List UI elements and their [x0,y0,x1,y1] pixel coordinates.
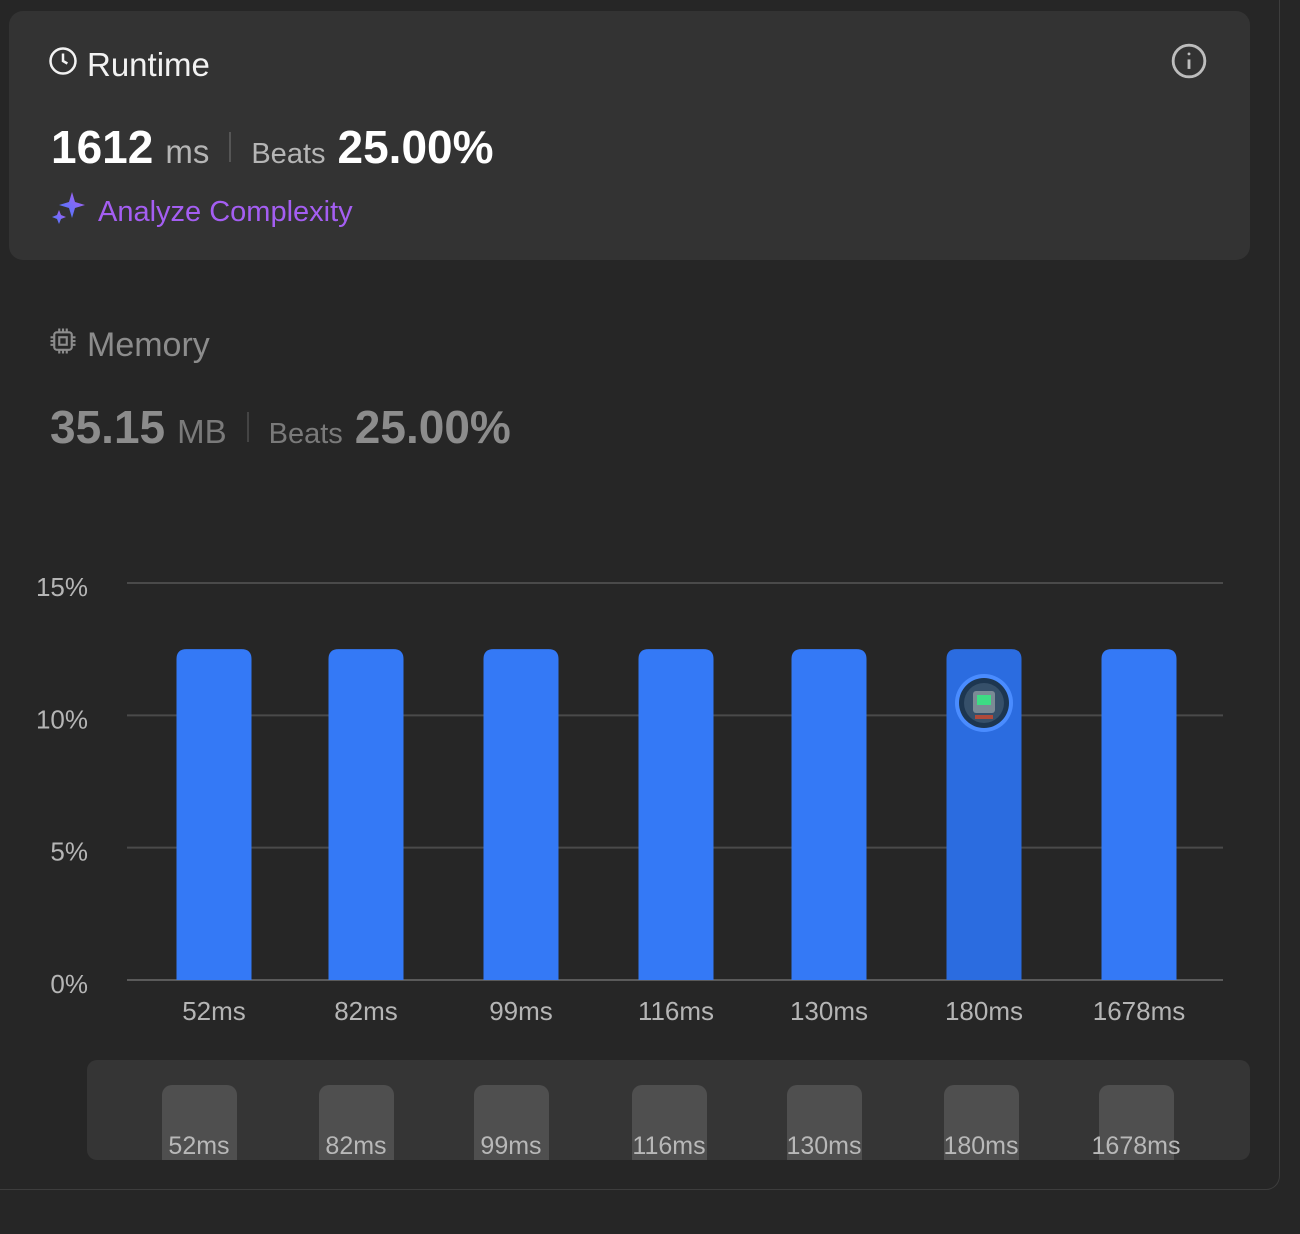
mini-bar [162,1085,237,1160]
x-tick-label: 99ms [489,996,553,1026]
clock-icon [48,46,78,84]
divider [246,412,249,442]
runtime-title: Runtime [48,46,210,84]
y-tick-label: 15% [36,572,88,602]
mini-bar [319,1085,394,1160]
user-avatar-marker[interactable] [955,674,1013,732]
bar-130ms[interactable] [791,649,867,980]
memory-unit: MB [177,413,227,450]
bar-82ms[interactable] [328,649,404,980]
runtime-beats-label: Beats [251,138,326,170]
mini-bar [787,1085,862,1160]
mini-bar [1099,1085,1174,1160]
analyze-complexity-label: Analyze Complexity [98,195,353,228]
runtime-beats-value: 25.00% [337,121,494,173]
mini-label: 116ms [632,1132,706,1160]
x-tick-label: 82ms [334,996,398,1026]
runtime-title-label: Runtime [87,46,210,83]
bar-116ms[interactable] [638,649,714,980]
mini-bar [632,1085,707,1160]
mini-label: 180ms [943,1132,1019,1160]
divider [229,132,232,162]
memory-title-label: Memory [87,326,210,364]
runtime-distribution-chart: 0% 5% 10% 15% 52ms 82ms 99ms 116ms 130ms 180ms 167… [36,572,1223,1026]
runtime-stats: 1612 ms Beats 25.00% [51,120,494,174]
x-tick-label: 180ms [945,996,1023,1026]
chip-icon [48,326,78,365]
x-tick-label: 52ms [182,996,246,1026]
runtime-card[interactable] [9,11,1250,260]
mini-bar [944,1085,1019,1160]
bar-180ms[interactable] [946,649,1022,980]
memory-value: 35.15 [50,401,166,453]
mini-label: 99ms [480,1132,542,1160]
x-tick-label: 1678ms [1093,996,1186,1026]
y-tick-label: 10% [36,704,88,734]
analyze-complexity-button[interactable]: Analyze Complexity [50,190,353,234]
memory-beats-label: Beats [268,418,343,450]
memory-stats: 35.15 MB Beats 25.00% [50,400,511,454]
x-tick-label: 130ms [790,996,868,1026]
y-tick-label: 0% [50,969,88,999]
bar-1678ms[interactable] [1101,649,1177,980]
mini-label: 1678ms [1091,1132,1181,1160]
memory-beats-value: 25.00% [354,401,511,453]
bar-52ms[interactable] [176,649,252,980]
x-tick-label: 116ms [638,996,714,1026]
submission-panel [0,0,1280,1190]
sparkle-icon [50,190,86,234]
y-tick-label: 5% [50,837,88,867]
range-selector[interactable]: 52ms 82ms 99ms 116ms 130ms 180ms 1678ms [87,1060,1250,1160]
mini-label: 52ms [168,1132,230,1160]
runtime-unit: ms [165,133,210,170]
runtime-value: 1612 [51,121,154,173]
mini-label: 82ms [325,1132,387,1160]
mini-label: 130ms [786,1132,862,1160]
info-icon[interactable] [1170,42,1208,80]
mini-bar [474,1085,549,1160]
memory-title[interactable]: Memory [48,326,210,365]
bar-99ms[interactable] [483,649,559,980]
